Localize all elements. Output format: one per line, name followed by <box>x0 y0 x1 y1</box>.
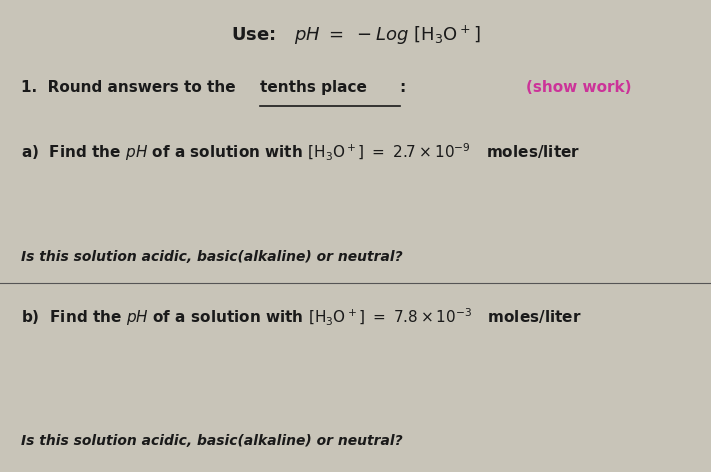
Text: tenths place: tenths place <box>260 80 366 95</box>
Text: Is this solution acidic, basic(alkaline) or neutral?: Is this solution acidic, basic(alkaline)… <box>21 250 403 264</box>
Text: :: : <box>400 80 406 95</box>
Text: a)  Find the $\mathit{pH}$ of a solution with $[\mathrm{H_3O^+}]\ =\ 2.7\times10: a) Find the $\mathit{pH}$ of a solution … <box>21 142 580 163</box>
Text: 1.  Round answers to the: 1. Round answers to the <box>21 80 241 95</box>
Text: (show work): (show work) <box>526 80 631 95</box>
Text: Is this solution acidic, basic(alkaline) or neutral?: Is this solution acidic, basic(alkaline)… <box>21 434 403 448</box>
Text: Use:   $\mathit{pH}\ =\ -Log\ [\mathrm{H_3O^+}]$: Use: $\mathit{pH}\ =\ -Log\ [\mathrm{H_3… <box>230 24 481 47</box>
Text: b)  Find the $\mathit{pH}$ of a solution with $[\mathrm{H_3O^+}]\ =\ 7.8\times10: b) Find the $\mathit{pH}$ of a solution … <box>21 307 582 329</box>
